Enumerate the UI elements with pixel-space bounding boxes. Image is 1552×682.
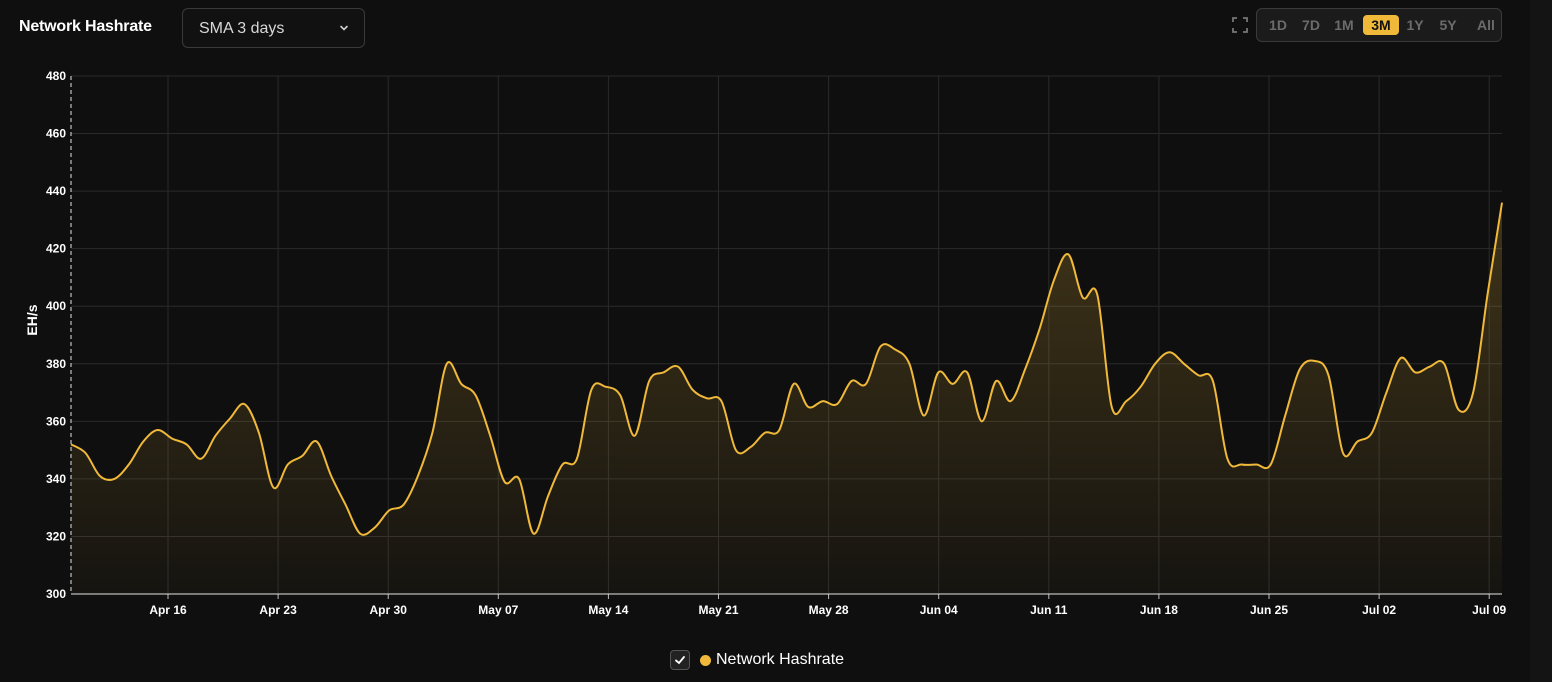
x-tick-label: Apr 16: [149, 603, 187, 617]
check-icon: [675, 656, 685, 665]
x-tick-label: Apr 30: [370, 603, 408, 617]
range-button-all[interactable]: All: [1477, 17, 1495, 33]
fullscreen-icon[interactable]: [1232, 17, 1248, 33]
x-tick-label: May 07: [478, 603, 518, 617]
y-tick-label: 360: [46, 414, 66, 428]
y-tick-label: 380: [46, 357, 66, 371]
hashrate-chart: 300 320 340 360 380 400 420 440 460 480 Apr 16 Apr …: [24, 69, 1507, 617]
x-tick-label: May 14: [588, 603, 628, 617]
chart-title: Network Hashrate: [19, 18, 152, 35]
y-tick-label: 480: [46, 69, 66, 83]
legend-checkbox[interactable]: [670, 650, 690, 670]
range-button-1y[interactable]: 1Y: [1406, 17, 1424, 33]
scrollbar-track[interactable]: [1530, 0, 1552, 682]
y-tick-label: 460: [46, 127, 66, 141]
x-tick-label: May 21: [698, 603, 738, 617]
header: Network Hashrate SMA 3 days 1D 7D 1M 3M 1Y 5Y…: [0, 0, 1552, 60]
legend: Network Hashrate: [670, 648, 844, 672]
range-button-7d[interactable]: 7D: [1302, 17, 1320, 33]
y-tick-label: 340: [46, 472, 66, 486]
range-button-1m[interactable]: 1M: [1334, 17, 1354, 33]
x-tick-label: May 28: [809, 603, 849, 617]
series-area-network-hashrate: [71, 202, 1502, 594]
range-button-1d[interactable]: 1D: [1269, 17, 1287, 33]
x-tick-label: Jun 18: [1140, 603, 1178, 617]
legend-label: Network Hashrate: [716, 651, 845, 668]
x-tick-label: Apr 23: [259, 603, 297, 617]
x-tick-label: Jun 25: [1250, 603, 1288, 617]
legend-series-dot: [700, 654, 711, 666]
range-button-5y[interactable]: 5Y: [1439, 17, 1457, 33]
x-tick-label: Jun 11: [1030, 603, 1068, 617]
y-tick-label: 400: [46, 299, 66, 313]
y-tick-label: 440: [46, 184, 66, 198]
y-tick-label: 300: [46, 587, 66, 601]
x-tick-label: Jun 04: [920, 603, 958, 617]
sma-select-value: SMA 3 days: [199, 20, 285, 37]
y-tick-label: 320: [46, 529, 66, 543]
y-axis-label: EH/s: [24, 304, 40, 335]
y-tick-label: 420: [46, 242, 66, 256]
sma-select[interactable]: SMA 3 days: [182, 8, 365, 48]
x-tick-label: Jul 02: [1362, 603, 1396, 617]
time-range-selector: 1D 7D 1M 3M 1Y 5Y All: [1256, 8, 1502, 42]
series-line-network-hashrate[interactable]: [70, 202, 1503, 536]
range-button-3m[interactable]: 3M: [1363, 15, 1399, 35]
chevron-down-icon: [340, 25, 348, 31]
x-tick-label: Jul 09: [1472, 603, 1506, 617]
